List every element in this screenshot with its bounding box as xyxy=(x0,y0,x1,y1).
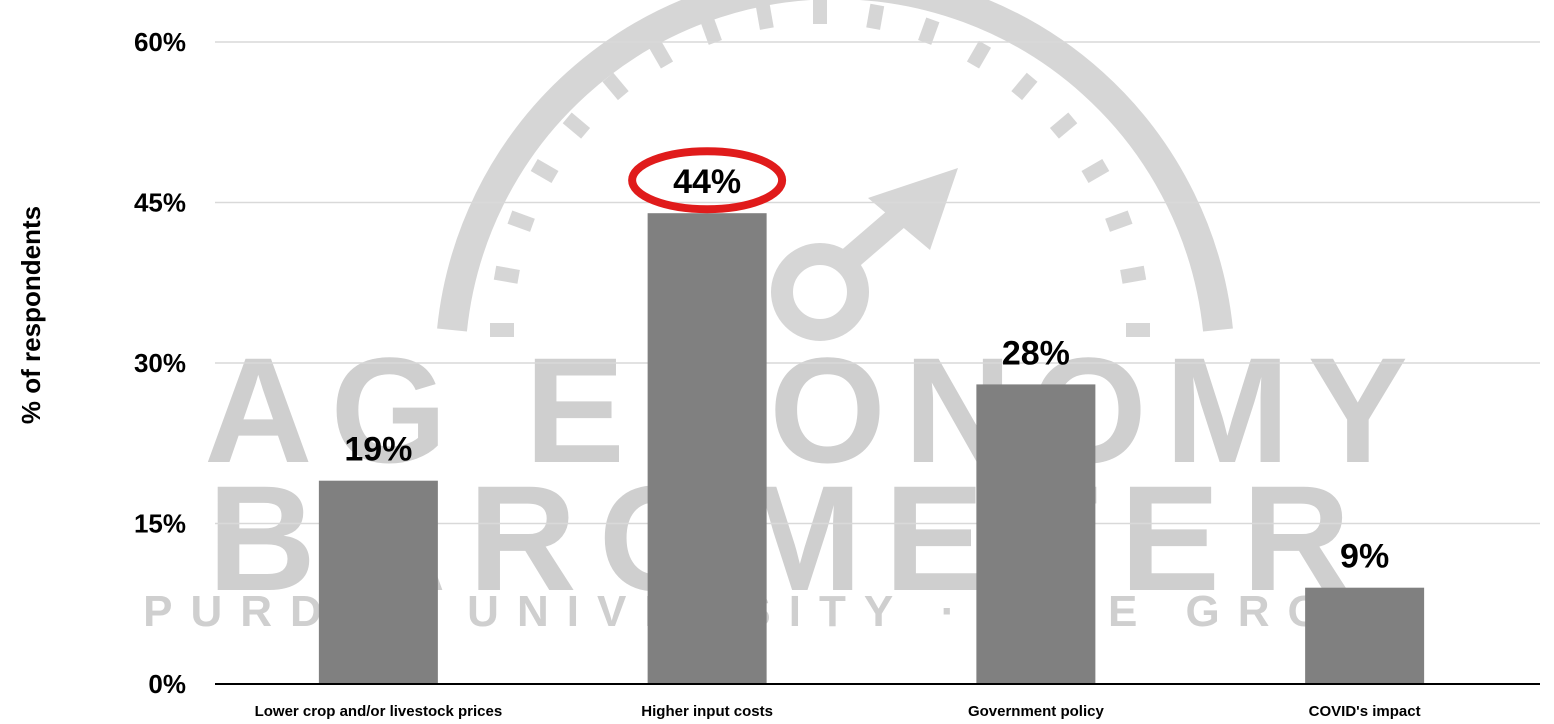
y-axis-title: % of respondents xyxy=(16,206,46,424)
watermark-gauge-ticks xyxy=(490,0,1150,337)
watermark-tick xyxy=(1011,72,1038,101)
watermark-tick xyxy=(1126,323,1150,337)
ag-economy-barometer-watermark: AG ECONOMY BAROMETER PURDUE UNIVERSITY ·… xyxy=(143,0,1426,636)
watermark-tick xyxy=(866,3,885,30)
watermark-tick xyxy=(493,265,520,284)
bar xyxy=(976,384,1096,684)
watermark-tick xyxy=(755,3,774,30)
y-tick-label: 0% xyxy=(148,669,186,699)
watermark-tick xyxy=(700,17,722,45)
y-tick-label: 60% xyxy=(134,27,186,57)
x-axis-labels: Lower crop and/or livestock prices Higher… xyxy=(255,703,1421,720)
bar xyxy=(318,480,438,684)
watermark-tick xyxy=(648,40,674,69)
data-label: 44% xyxy=(673,163,741,201)
data-label: 9% xyxy=(1340,538,1389,576)
x-tick-label: Lower crop and/or livestock prices xyxy=(255,703,503,720)
watermark-tick xyxy=(602,72,629,101)
watermark-tick xyxy=(490,323,514,337)
watermark-tick xyxy=(1049,112,1078,139)
x-tick-label: Higher input costs xyxy=(641,703,773,720)
watermark-tick xyxy=(530,158,559,184)
watermark-gauge-arrowhead xyxy=(868,168,958,250)
watermark-gauge-hub xyxy=(771,243,869,341)
watermark-tick xyxy=(507,210,535,232)
data-label: 28% xyxy=(1002,334,1070,372)
watermark-tick xyxy=(1105,210,1133,232)
watermark-gauge-arc xyxy=(437,0,1233,332)
watermark-tick xyxy=(813,0,827,24)
data-labels: 19% 44% 28% 9% xyxy=(344,163,1389,576)
y-tick-label: 30% xyxy=(134,348,186,378)
watermark-tick xyxy=(562,112,591,139)
y-tick-label: 15% xyxy=(134,509,186,539)
y-tick-label: 45% xyxy=(134,188,186,218)
watermark-tick xyxy=(1120,265,1147,284)
watermark-tick xyxy=(966,40,992,69)
bar xyxy=(1305,587,1425,684)
data-label: 19% xyxy=(344,431,412,469)
x-tick-label: COVID's impact xyxy=(1309,703,1421,720)
watermark-tick xyxy=(1081,158,1110,184)
x-tick-label: Government policy xyxy=(968,703,1105,720)
bar xyxy=(647,213,767,684)
highlight-ring xyxy=(628,147,787,214)
y-axis-ticks: 0% 15% 30% 45% 60% xyxy=(134,27,186,699)
watermark-line1: AG ECONOMY xyxy=(204,326,1426,494)
bars xyxy=(318,213,1425,684)
watermark-tick xyxy=(918,17,940,45)
